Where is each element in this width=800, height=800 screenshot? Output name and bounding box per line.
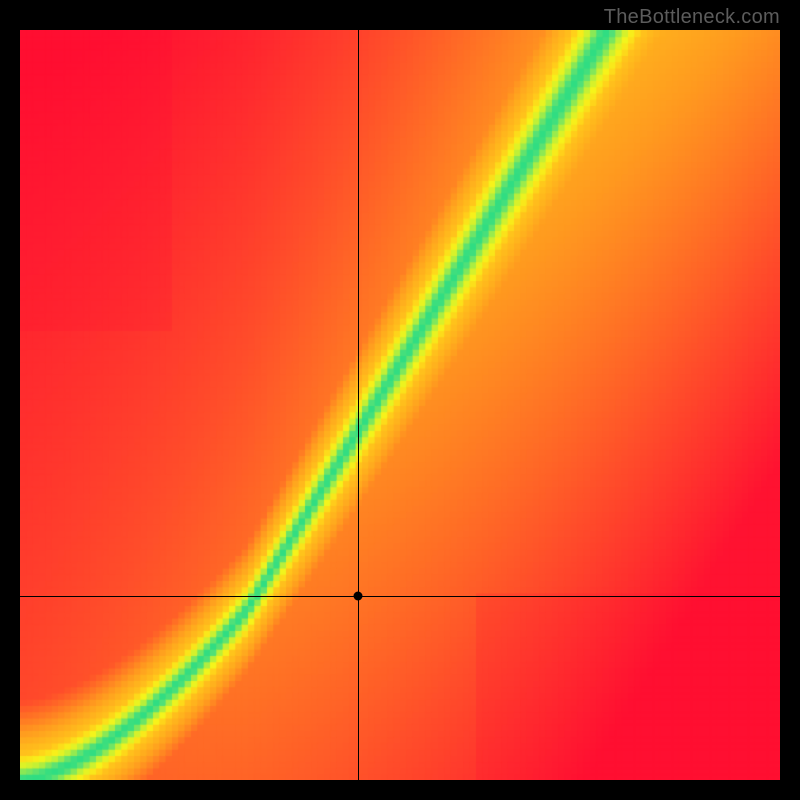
chart-container: TheBottleneck.com xyxy=(0,0,800,800)
heatmap-canvas xyxy=(20,30,780,780)
crosshair-horizontal xyxy=(20,596,780,597)
plot-area xyxy=(20,30,780,780)
watermark-text: TheBottleneck.com xyxy=(604,6,780,29)
crosshair-vertical xyxy=(358,30,359,780)
crosshair-dot xyxy=(354,592,363,601)
